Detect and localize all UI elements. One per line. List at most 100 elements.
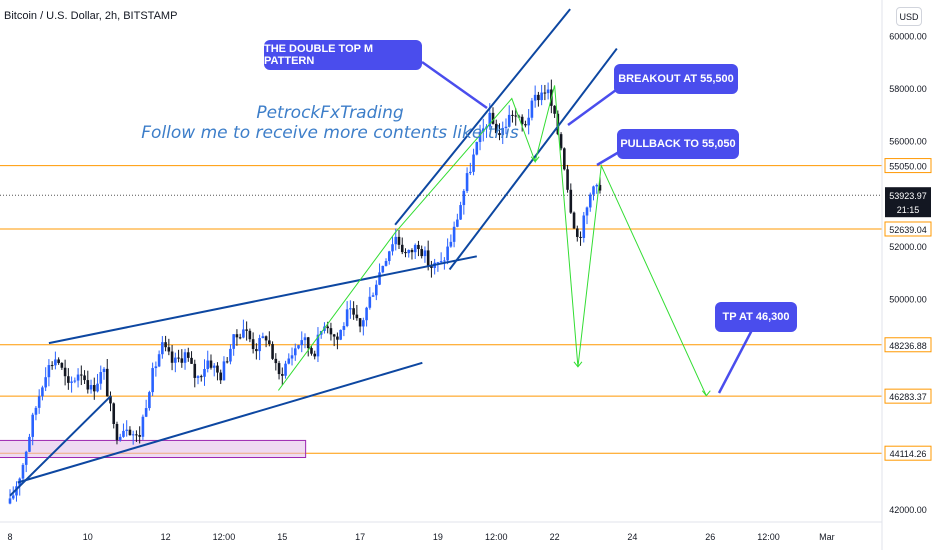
candle-body — [47, 365, 51, 378]
candle-body — [112, 403, 116, 424]
candle-body — [507, 114, 511, 127]
candle-body — [268, 340, 271, 345]
y-tick-label: 50000.00 — [889, 294, 927, 304]
y-tick-label: 42000.00 — [889, 505, 927, 515]
candle-body — [118, 436, 122, 440]
candle-body — [378, 272, 381, 285]
level-price-label: 44114.26 — [890, 449, 927, 459]
candle-body — [102, 368, 106, 373]
trendline — [17, 361, 423, 484]
x-tick-label: 8 — [7, 532, 12, 542]
candle-body — [261, 336, 265, 339]
candle-body — [494, 123, 498, 134]
callout-pointer — [567, 88, 617, 127]
candle-body — [459, 205, 462, 220]
candle-body — [404, 252, 407, 254]
level-price-label: 55050.00 — [889, 162, 927, 172]
candle-body — [491, 112, 495, 124]
candle-body — [349, 308, 352, 310]
x-tick-label: 15 — [277, 532, 287, 542]
candle-body — [553, 105, 556, 114]
candle-body — [520, 116, 524, 125]
candle-body — [54, 359, 57, 366]
candle-body — [50, 365, 54, 367]
candle-body — [478, 131, 482, 143]
candle-body — [475, 142, 479, 155]
candle-body — [465, 173, 469, 191]
candle-body — [183, 352, 187, 363]
candle-body — [216, 365, 219, 373]
candle-body — [138, 435, 141, 437]
pattern-arrowhead — [701, 390, 711, 397]
candle-body — [394, 236, 398, 245]
candle-body — [413, 244, 417, 253]
candle-body — [426, 250, 430, 266]
candle-body — [423, 250, 427, 257]
candle-body — [287, 358, 291, 364]
candle-body — [430, 265, 433, 268]
candle-body — [8, 498, 12, 504]
candle-body — [527, 117, 530, 126]
candle-body — [410, 249, 414, 253]
candle-body — [306, 337, 310, 349]
candle-body — [222, 361, 226, 381]
candle-body — [73, 380, 77, 382]
candle-body — [566, 169, 569, 190]
candle-body — [537, 94, 540, 101]
candle-body — [157, 354, 161, 367]
level-price-label: 46283.37 — [889, 392, 927, 402]
candle-body — [504, 126, 508, 129]
trendline — [394, 8, 571, 226]
candle-body — [595, 184, 599, 187]
candle-body — [362, 320, 365, 327]
level-price-tag — [884, 158, 932, 174]
candle-body — [164, 342, 167, 348]
candle-body — [511, 114, 514, 116]
candle-body — [122, 430, 125, 437]
candle-body — [579, 236, 582, 238]
candle-body — [131, 434, 135, 436]
candle-body — [381, 265, 385, 273]
candle-body — [400, 244, 404, 253]
callout-double-top: THE DOUBLE TOP M PATTERN — [264, 40, 422, 70]
candle-body — [177, 357, 180, 359]
candle-body — [109, 396, 112, 404]
candle-body — [96, 383, 99, 392]
callout-tp: TP AT 46,300 — [715, 302, 797, 332]
candle-body — [251, 339, 255, 350]
candle-body — [498, 133, 501, 136]
x-tick-label: 24 — [627, 532, 637, 542]
candle-body — [585, 207, 589, 216]
candle-body — [342, 326, 346, 330]
candle-body — [99, 372, 103, 384]
candle-body — [543, 92, 547, 94]
candle-body — [384, 261, 388, 266]
x-tick-label: 12:00 — [757, 532, 780, 542]
candle-body — [436, 262, 440, 264]
y-tick-label: 58000.00 — [889, 84, 927, 94]
candle-body — [258, 338, 261, 352]
x-tick-label: 19 — [433, 532, 443, 542]
candle-body — [115, 423, 119, 440]
candle-body — [57, 359, 60, 363]
candle-body — [37, 396, 41, 408]
candle-body — [80, 374, 83, 376]
currency-button[interactable]: USD — [896, 7, 922, 26]
countdown-label: 21:15 — [897, 205, 920, 215]
demand-zone — [0, 439, 307, 459]
candle-body — [575, 228, 579, 237]
candle-body — [86, 380, 90, 390]
candle-body — [462, 190, 466, 206]
candle-body — [274, 358, 278, 364]
candle-body — [60, 362, 64, 368]
x-tick-label: Mar — [819, 532, 835, 542]
candle-body — [572, 212, 576, 229]
candle-body — [255, 349, 258, 352]
candle-body — [154, 366, 158, 369]
candle-body — [546, 89, 550, 94]
candle-body — [303, 337, 307, 341]
candle-body — [76, 374, 80, 381]
candle-body — [44, 377, 47, 388]
candle-body — [598, 184, 602, 191]
candle-body — [238, 337, 242, 339]
